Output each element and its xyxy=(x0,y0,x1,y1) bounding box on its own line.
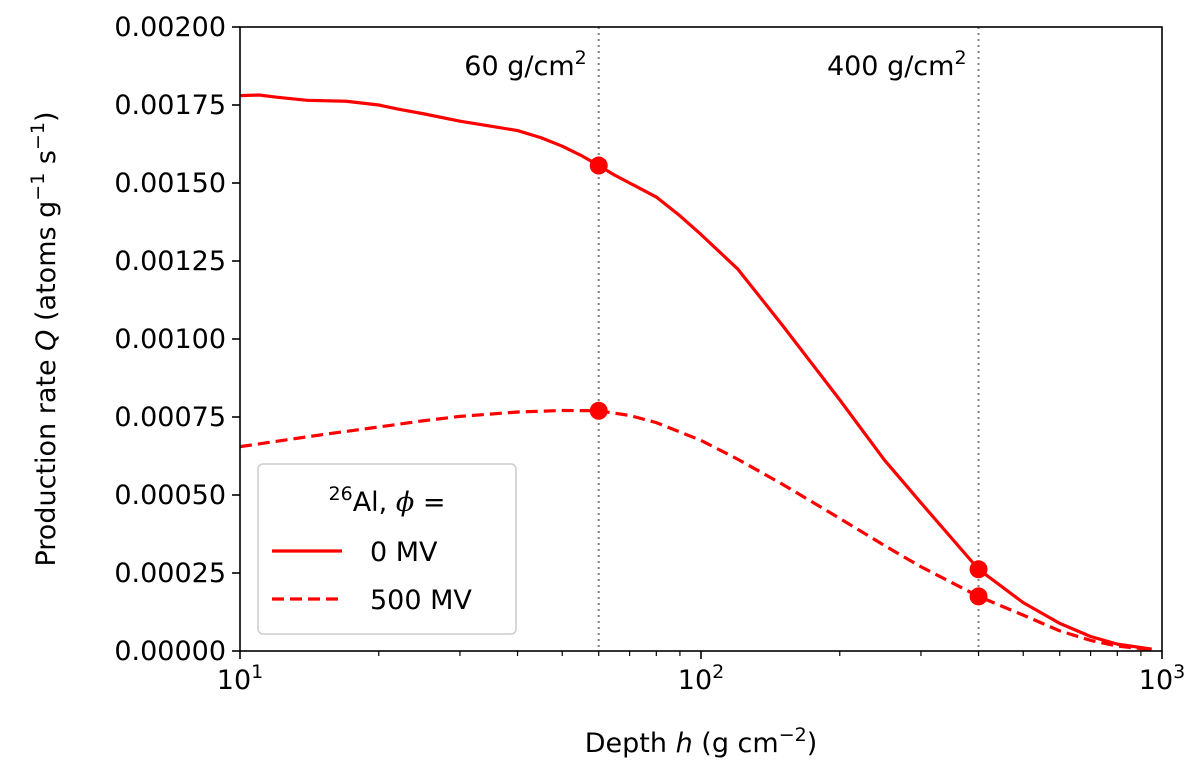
legend-label: 0 MV xyxy=(370,537,438,568)
reference-label: 60 g/cm2 xyxy=(464,47,586,82)
reference-label: 400 g/cm2 xyxy=(827,47,967,82)
y-tick-label: 0.00075 xyxy=(114,402,226,433)
legend-box xyxy=(257,463,517,635)
y-tick-label: 0.00000 xyxy=(114,636,226,667)
y-tick-label: 0.00200 xyxy=(114,12,226,43)
y-tick-label: 0.00150 xyxy=(114,168,226,199)
y-tick-label: 0.00050 xyxy=(114,480,226,511)
x-tick-label: 101 xyxy=(217,661,263,696)
y-axis-title: Production rate Q (atoms g−1 s−1) xyxy=(27,111,62,566)
y-tick-label: 0.00175 xyxy=(114,90,226,121)
x-axis-title: Depth h (g cm−2) xyxy=(585,724,818,759)
data-point xyxy=(969,560,988,579)
series-line xyxy=(239,408,1152,652)
data-point xyxy=(589,401,608,420)
legend-label: 500 MV xyxy=(370,585,472,616)
data-point xyxy=(969,587,988,606)
y-tick-label: 0.00125 xyxy=(114,246,226,277)
legend-title: 26Al, ϕ = xyxy=(329,483,446,518)
data-point xyxy=(589,156,608,175)
y-tick-label: 0.00025 xyxy=(114,558,226,589)
x-tick-label: 102 xyxy=(678,661,724,696)
x-tick-label: 103 xyxy=(1139,661,1185,696)
y-tick-label: 0.00100 xyxy=(114,324,226,355)
